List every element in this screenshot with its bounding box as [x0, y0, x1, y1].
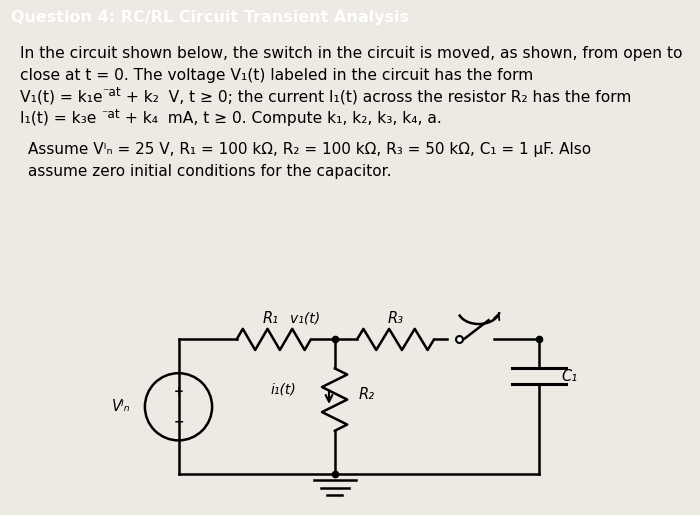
Text: + k₄  mA, t ≥ 0. Compute k₁, k₂, k₃, k₄, a.: + k₄ mA, t ≥ 0. Compute k₁, k₂, k₃, k₄, … [120, 111, 442, 126]
Text: Question 4: RC/RL Circuit Transient Analysis: Question 4: RC/RL Circuit Transient Anal… [11, 10, 409, 25]
Text: R₃: R₃ [388, 311, 403, 326]
Text: i₁(t): i₁(t) [270, 383, 296, 397]
Text: ⁻at: ⁻at [101, 108, 120, 121]
Text: +: + [174, 385, 183, 398]
Text: assume zero initial conditions for the capacitor.: assume zero initial conditions for the c… [28, 164, 391, 179]
Text: −: − [174, 416, 183, 428]
Text: R₁: R₁ [262, 311, 278, 326]
Text: In the circuit shown below, the switch in the circuit is moved, as shown, from o: In the circuit shown below, the switch i… [20, 46, 682, 61]
Text: R₂: R₂ [359, 387, 375, 402]
Text: I₁(t) = k₃e: I₁(t) = k₃e [20, 111, 96, 126]
Text: Assume Vᴵₙ = 25 V, R₁ = 100 kΩ, R₂ = 100 kΩ, R₃ = 50 kΩ, C₁ = 1 μF. Also: Assume Vᴵₙ = 25 V, R₁ = 100 kΩ, R₂ = 100… [28, 142, 591, 157]
Text: C₁: C₁ [561, 369, 577, 384]
Text: V₁(t) = k₁e: V₁(t) = k₁e [20, 89, 102, 105]
Text: ⁻at: ⁻at [102, 87, 121, 99]
Text: + k₂  V, t ≥ 0; the current I₁(t) across the resistor R₂ has the form: + k₂ V, t ≥ 0; the current I₁(t) across … [121, 89, 631, 105]
Text: v₁(t): v₁(t) [290, 312, 321, 326]
Text: Vᴵₙ: Vᴵₙ [112, 399, 131, 414]
Text: close at t = 0. The voltage V₁(t) labeled in the circuit has the form: close at t = 0. The voltage V₁(t) labele… [20, 67, 533, 83]
